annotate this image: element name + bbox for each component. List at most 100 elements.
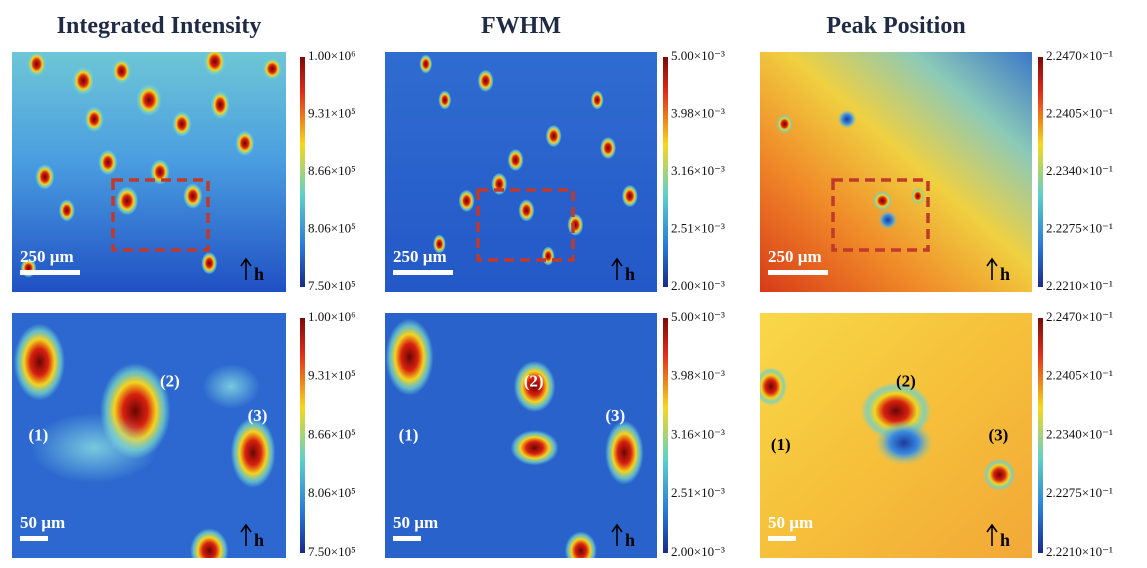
- scale-bar: [768, 270, 828, 275]
- map-background: [760, 52, 1032, 292]
- scale-bar: [20, 536, 48, 541]
- scale-bar: [768, 536, 796, 541]
- intensity-spot: [510, 430, 559, 466]
- spot-label: (2): [896, 372, 916, 391]
- intensity-spot: [98, 149, 118, 176]
- scale-bar-label: 250 µm: [393, 247, 447, 266]
- colorbar-tick-label: 2.00×10⁻³: [671, 544, 725, 559]
- intensity-spot: [776, 114, 793, 134]
- spot-label: (1): [28, 425, 48, 444]
- colorbar-tick-label: 8.06×10⁵: [308, 220, 356, 235]
- intensity-spot: [513, 360, 556, 413]
- scale-bar-label: 50 µm: [393, 513, 438, 532]
- roi-box: [476, 188, 575, 262]
- intensity-spot: [115, 186, 139, 216]
- map-panel: 250 µm h 5.00×10⁻³ 3.98×10⁻³ 3.16×10⁻³ 2.51×1…: [385, 48, 725, 293]
- direction-arrow: [611, 523, 623, 546]
- intensity-spot: [202, 364, 260, 409]
- colorbar-tick-label: 3.16×10⁻³: [671, 163, 725, 178]
- intensity-spot: [983, 458, 1016, 491]
- scale-bar: [20, 270, 80, 275]
- colorbar-tick-label: 3.98×10⁻³: [671, 368, 725, 383]
- scale-bar: [393, 536, 421, 541]
- intensity-spot: [567, 213, 584, 236]
- colorbar-tick-label: 5.00×10⁻³: [671, 309, 725, 324]
- colorbar: [300, 318, 305, 553]
- spot-label: (3): [605, 406, 625, 425]
- colorbar-tick-label: 2.2340×10⁻¹: [1046, 426, 1113, 441]
- map-features: [776, 109, 925, 230]
- intensity-spot: [875, 420, 933, 466]
- colorbar: [1038, 57, 1043, 287]
- direction-arrow: [986, 257, 998, 280]
- colorbar-tick-label: 2.2210×10⁻¹: [1046, 544, 1113, 559]
- direction-arrow: [611, 257, 623, 280]
- colorbar-tick-label: 5.00×10⁻³: [671, 48, 725, 63]
- colorbar: [1038, 318, 1043, 553]
- intensity-spot: [13, 323, 65, 401]
- intensity-spot: [600, 136, 617, 160]
- column-title: Integrated Intensity: [57, 13, 262, 39]
- direction-label: h: [254, 530, 264, 550]
- intensity-spot: [872, 191, 893, 211]
- intensity-spot: [72, 66, 95, 96]
- intensity-spot: [112, 58, 132, 84]
- intensity-spot: [210, 90, 230, 120]
- direction-label: h: [625, 264, 635, 284]
- colorbar: [663, 318, 668, 553]
- colorbar-tick-label: 1.00×10⁶: [308, 309, 356, 324]
- colorbar-tick-label: 2.2405×10⁻¹: [1046, 105, 1113, 120]
- colorbar-tick-label: 8.66×10⁵: [308, 426, 356, 441]
- intensity-spot: [545, 124, 562, 148]
- intensity-spot: [541, 246, 555, 266]
- colorbar-tick-label: 9.31×10⁵: [308, 368, 356, 383]
- direction-label: h: [254, 264, 264, 284]
- scale-bar-label: 250 µm: [768, 247, 822, 266]
- spot-label: (3): [248, 406, 268, 425]
- map-features: [385, 318, 644, 558]
- map-panel: 50 µm h (1) (2) (3) 2.2470×10⁻¹ 2.2405×10⁻¹ 2.2…: [760, 309, 1113, 559]
- intensity-spot: [203, 52, 226, 76]
- map-features: [760, 367, 1016, 491]
- colorbar-tick-label: 2.2405×10⁻¹: [1046, 368, 1113, 383]
- scale-bar-label: 50 µm: [20, 513, 65, 532]
- intensity-spot: [230, 417, 276, 488]
- colorbar-tick-label: 9.31×10⁵: [308, 105, 356, 120]
- intensity-spot: [35, 164, 55, 190]
- intensity-spot: [477, 69, 494, 93]
- intensity-spot: [760, 367, 787, 406]
- spot-label: (3): [988, 425, 1008, 444]
- intensity-spot: [458, 189, 475, 212]
- colorbar-tick-label: 2.2275×10⁻¹: [1046, 220, 1113, 235]
- colorbar: [300, 57, 305, 287]
- spot-label: (2): [160, 372, 180, 391]
- colorbar-tick-label: 7.50×10⁵: [308, 544, 356, 559]
- roi-box: [111, 178, 210, 252]
- intensity-spot: [518, 199, 535, 222]
- map-features: [20, 52, 282, 278]
- column-title: Peak Position: [826, 13, 965, 39]
- intensity-spot: [190, 528, 229, 558]
- colorbar-tick-label: 2.2470×10⁻¹: [1046, 48, 1113, 63]
- colorbar-tick-label: 3.16×10⁻³: [671, 426, 725, 441]
- intensity-spot: [419, 54, 433, 74]
- intensity-spot: [605, 420, 644, 485]
- intensity-spot: [878, 210, 898, 230]
- spot-label: (2): [524, 372, 544, 391]
- intensity-spot: [262, 57, 282, 80]
- direction-arrow: [986, 523, 998, 546]
- colorbar-tick-label: 2.2340×10⁻¹: [1046, 163, 1113, 178]
- intensity-spot: [564, 531, 597, 558]
- colorbar-tick-label: 2.2210×10⁻¹: [1046, 278, 1113, 293]
- intensity-spot: [438, 90, 452, 110]
- intensity-spot: [837, 109, 857, 129]
- intensity-spot: [590, 90, 604, 110]
- intensity-spot: [84, 106, 104, 132]
- intensity-spot: [491, 172, 508, 196]
- intensity-spot: [136, 84, 162, 116]
- scale-bar-label: 250 µm: [20, 247, 74, 266]
- colorbar-tick-label: 7.50×10⁵: [308, 278, 356, 293]
- intensity-spot: [172, 111, 192, 137]
- intensity-spot: [507, 148, 524, 172]
